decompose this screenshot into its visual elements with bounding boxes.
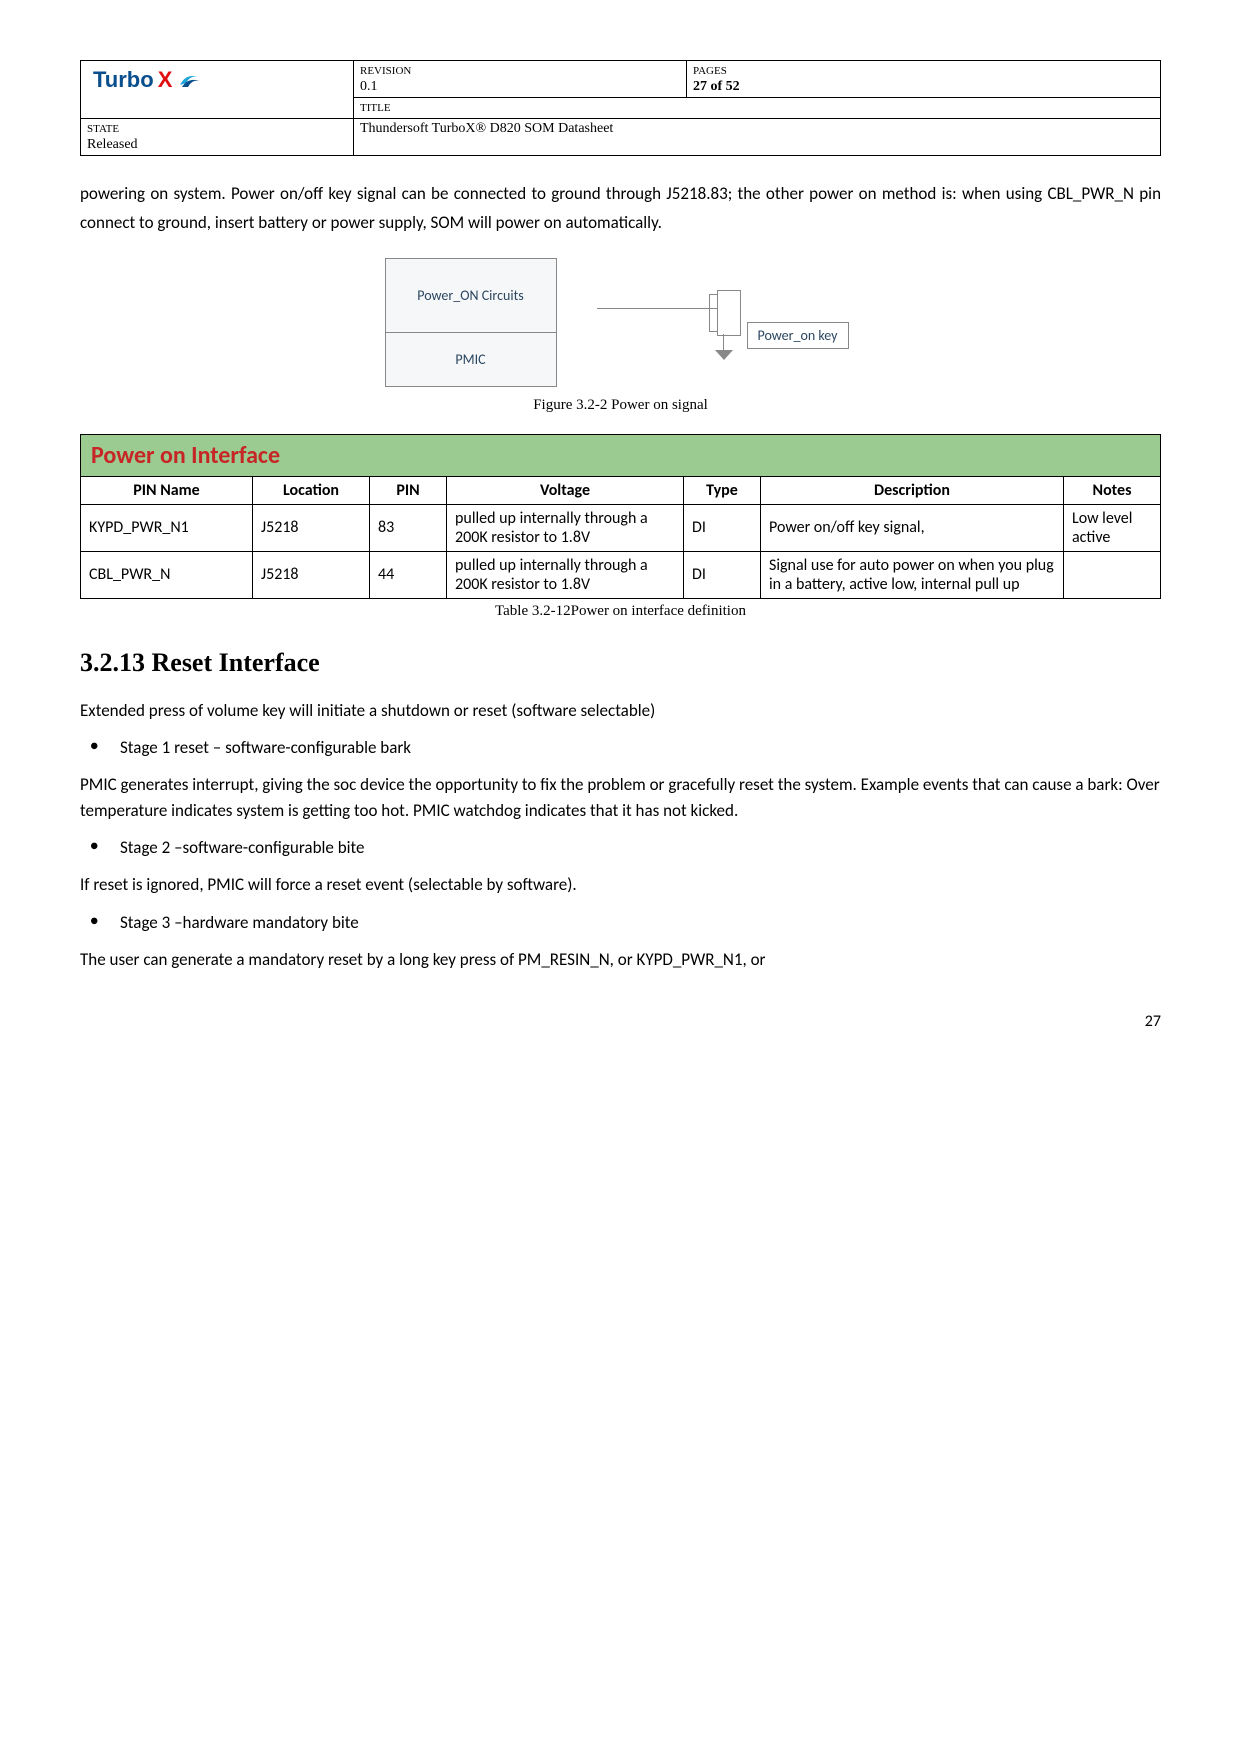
intro-paragraph: powering on system. Power on/off key sig… — [80, 180, 1161, 238]
col-location: Location — [253, 476, 370, 504]
cell-pin-name: KYPD_PWR_N1 — [81, 504, 253, 551]
cell-type: DI — [684, 504, 761, 551]
logo-main: Turbo — [93, 67, 154, 93]
col-description: Description — [761, 476, 1064, 504]
logo-cell: TurboX — [81, 61, 354, 119]
col-type: Type — [684, 476, 761, 504]
cell-pin-name: CBL_PWR_N — [81, 551, 253, 598]
revision-cell: REVISION 0.1 — [354, 61, 687, 98]
power-on-key-label: Power_on key — [747, 322, 849, 349]
figure-area: Power_ON Circuits PMIC Power_on key — [80, 258, 1161, 387]
logo-swirl-icon — [176, 69, 202, 91]
section-p2: PMIC generates interrupt, giving the soc… — [80, 772, 1161, 823]
cell-location: J5218 — [253, 504, 370, 551]
connector-diagram: Power_on key — [597, 262, 857, 382]
figure-caption: Figure 3.2-2 Power on signal — [80, 397, 1161, 414]
col-notes: Notes — [1064, 476, 1161, 504]
power-on-interface-table: Power on Interface PIN Name Location PIN… — [80, 434, 1161, 599]
section-p3: If reset is ignored, PMIC will force a r… — [80, 872, 1161, 898]
cell-description: Power on/off key signal, — [761, 504, 1064, 551]
cell-notes: Low level active — [1064, 504, 1161, 551]
table-caption: Table 3.2-12Power on interface definitio… — [80, 603, 1161, 620]
revision-value: 0.1 — [360, 79, 378, 94]
cell-pin: 44 — [370, 551, 447, 598]
bullet-stage3: Stage 3 –hardware mandatory bite — [80, 912, 1161, 933]
section-p4: The user can generate a mandatory reset … — [80, 947, 1161, 973]
cell-type: DI — [684, 551, 761, 598]
cell-voltage: pulled up internally through a 200K resi… — [447, 504, 684, 551]
state-value: Released — [87, 137, 138, 152]
title-label-cell: TITLE — [354, 98, 1161, 119]
cell-location: J5218 — [253, 551, 370, 598]
title-label: TITLE — [360, 102, 391, 114]
state-label: STATE — [87, 123, 119, 135]
bullet-stage2: Stage 2 –software-configurable bite — [80, 837, 1161, 858]
table-title: Power on Interface — [81, 434, 1161, 476]
doc-header-table: TurboX REVISION 0.1 PAGES 27 of 52 TITLE… — [80, 60, 1161, 156]
pmic-bot-label: PMIC — [386, 333, 556, 386]
pages-value: 27 of 52 — [693, 79, 740, 94]
state-cell: STATE Released — [81, 119, 354, 156]
section-p1: Extended press of volume key will initia… — [80, 698, 1161, 724]
cell-notes — [1064, 551, 1161, 598]
bullet-stage1: Stage 1 reset – software-configurable ba… — [80, 737, 1161, 758]
revision-label: REVISION — [360, 65, 411, 77]
col-pin: PIN — [370, 476, 447, 504]
col-pin-name: PIN Name — [81, 476, 253, 504]
col-voltage: Voltage — [447, 476, 684, 504]
cell-pin: 83 — [370, 504, 447, 551]
pmic-top-label: Power_ON Circuits — [386, 259, 556, 333]
cell-voltage: pulled up internally through a 200K resi… — [447, 551, 684, 598]
logo-x: X — [158, 67, 173, 93]
pmic-block: Power_ON Circuits PMIC — [385, 258, 557, 387]
pages-cell: PAGES 27 of 52 — [687, 61, 1161, 98]
logo: TurboX — [87, 63, 208, 97]
title-value-cell: Thundersoft TurboX® D820 SOM Datasheet — [354, 119, 1161, 156]
page-number: 27 — [80, 1012, 1161, 1031]
section-heading: 3.2.13 Reset Interface — [80, 648, 1161, 678]
table-row: KYPD_PWR_N1 J5218 83 pulled up internall… — [81, 504, 1161, 551]
pages-label: PAGES — [693, 65, 727, 77]
cell-description: Signal use for auto power on when you pl… — [761, 551, 1064, 598]
table-row: CBL_PWR_N J5218 44 pulled up internally … — [81, 551, 1161, 598]
title-value: Thundersoft TurboX® D820 SOM Datasheet — [360, 121, 613, 136]
